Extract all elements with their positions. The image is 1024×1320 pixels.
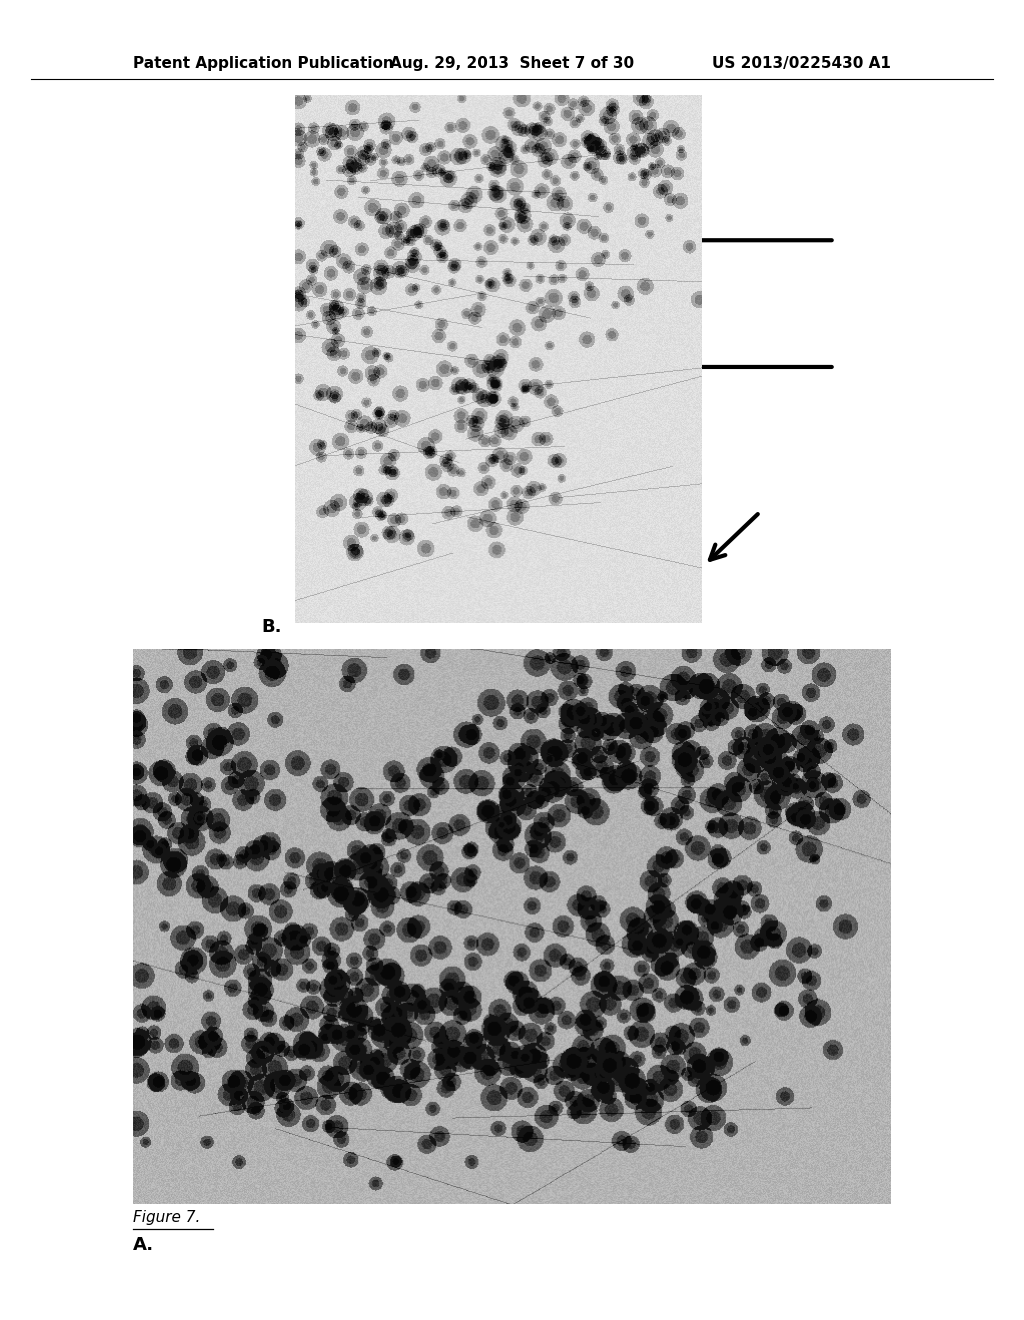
Text: B.: B. — [261, 618, 282, 636]
Text: Patent Application Publication: Patent Application Publication — [133, 55, 394, 71]
Text: US 2013/0225430 A1: US 2013/0225430 A1 — [712, 55, 891, 71]
Text: Aug. 29, 2013  Sheet 7 of 30: Aug. 29, 2013 Sheet 7 of 30 — [390, 55, 634, 71]
Text: A.: A. — [133, 1236, 155, 1254]
Text: Figure 7.: Figure 7. — [133, 1210, 201, 1225]
